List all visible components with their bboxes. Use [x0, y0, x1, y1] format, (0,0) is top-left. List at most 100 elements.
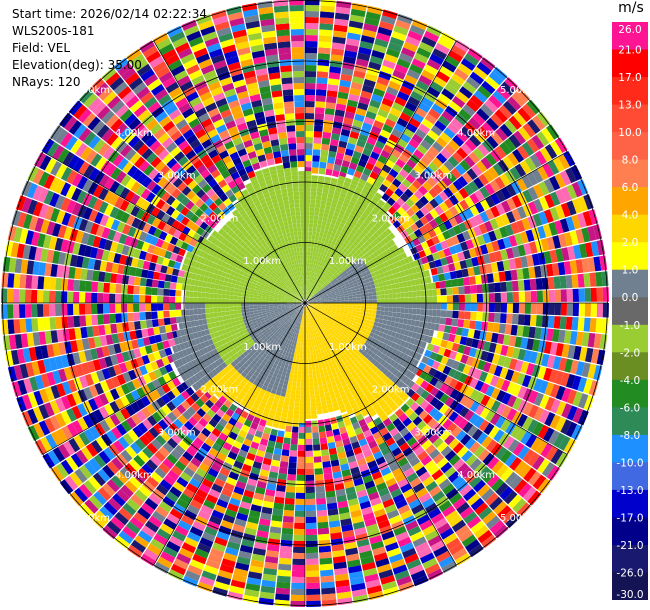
noise-gate [266, 158, 275, 166]
noise-gate [204, 174, 214, 184]
noise-gate [150, 343, 159, 353]
velocity-gate [396, 307, 401, 313]
noise-gate [127, 285, 134, 294]
noise-gate [305, 77, 316, 84]
noise-gate [141, 176, 153, 188]
velocity-gate [292, 418, 299, 423]
velocity-gate [432, 309, 437, 317]
noise-gate [102, 483, 116, 497]
noise-gate [109, 193, 120, 206]
noise-gate [18, 289, 26, 303]
noise-gate [55, 413, 67, 428]
noise-gate [462, 364, 472, 375]
noise-gate [296, 137, 305, 144]
noise-gate [230, 579, 246, 589]
noise-gate [435, 353, 444, 363]
noise-gate [471, 338, 480, 349]
noise-gate [399, 542, 414, 553]
noise-gate [26, 260, 35, 275]
noise-gate [439, 393, 450, 404]
noise-gate [520, 361, 530, 374]
noise-gate [476, 293, 484, 303]
noise-gate [220, 38, 235, 49]
noise-gate [223, 482, 235, 492]
noise-gate [193, 144, 205, 155]
noise-gate [320, 575, 335, 583]
noise-gate [7, 304, 14, 319]
noise-gate [201, 442, 212, 453]
noise-gate [482, 293, 489, 303]
noise-gate [529, 351, 538, 364]
noise-gate [469, 458, 482, 471]
noise-gate [87, 116, 101, 131]
noise-gate [92, 325, 100, 337]
noise-gate [291, 432, 299, 439]
velocity-gate [388, 303, 394, 308]
noise-gate [285, 425, 292, 433]
noise-gate [126, 381, 136, 392]
noise-gate [565, 373, 576, 389]
noise-gate [235, 480, 247, 490]
noise-gate [318, 539, 331, 547]
noise-gate [98, 450, 111, 465]
noise-gate [233, 486, 245, 496]
noise-gate [295, 124, 305, 132]
noise-gate [344, 541, 357, 550]
noise-gate [179, 471, 192, 483]
noise-gate [305, 100, 315, 108]
noise-gate [111, 426, 123, 440]
noise-gate [256, 530, 269, 539]
noise-gate [522, 326, 530, 338]
noise-gate [516, 502, 531, 518]
noise-gate [122, 224, 132, 235]
noise-gate [123, 131, 136, 144]
noise-gate [535, 440, 548, 455]
noise-gate [133, 58, 149, 72]
noise-gate [109, 206, 120, 219]
noise-gate [473, 445, 486, 458]
noise-gate [240, 102, 252, 111]
velocity-gate [307, 342, 310, 347]
noise-gate [318, 35, 332, 43]
noise-gate [122, 502, 137, 516]
velocity-gate [356, 303, 361, 306]
noise-gate [271, 459, 280, 467]
noise-gate [266, 121, 277, 129]
noise-gate [286, 125, 296, 132]
noise-gate [488, 303, 496, 313]
noise-gate [470, 294, 477, 303]
noise-gate [189, 169, 200, 180]
noise-gate [140, 200, 151, 211]
noise-gate [117, 436, 130, 449]
noise-gate [233, 440, 243, 450]
noise-gate [155, 111, 168, 123]
noise-gate [160, 551, 176, 564]
noise-gate [445, 488, 459, 500]
noise-gate [82, 112, 97, 127]
noise-gate [458, 286, 465, 295]
noise-gate [46, 344, 55, 358]
velocity-gate [356, 308, 361, 312]
noise-gate [125, 256, 133, 266]
noise-gate [362, 474, 374, 484]
noise-gate [80, 268, 88, 280]
noise-gate [200, 504, 214, 515]
noise-gate [445, 510, 459, 523]
noise-gate [163, 546, 178, 558]
noise-gate [272, 508, 284, 516]
noise-gate [440, 445, 453, 457]
noise-gate [210, 548, 224, 558]
noise-gate [139, 365, 148, 376]
noise-gate [125, 72, 140, 86]
noise-gate [83, 245, 93, 258]
noise-gate [161, 241, 170, 250]
noise-gate [243, 438, 252, 447]
noise-gate [241, 133, 252, 143]
noise-gate [542, 427, 555, 442]
noise-gate [134, 321, 141, 330]
noise-gate [317, 59, 330, 67]
noise-gate [99, 380, 110, 393]
noise-gate [381, 580, 398, 591]
noise-gate [461, 328, 469, 337]
noise-gate [409, 456, 421, 467]
